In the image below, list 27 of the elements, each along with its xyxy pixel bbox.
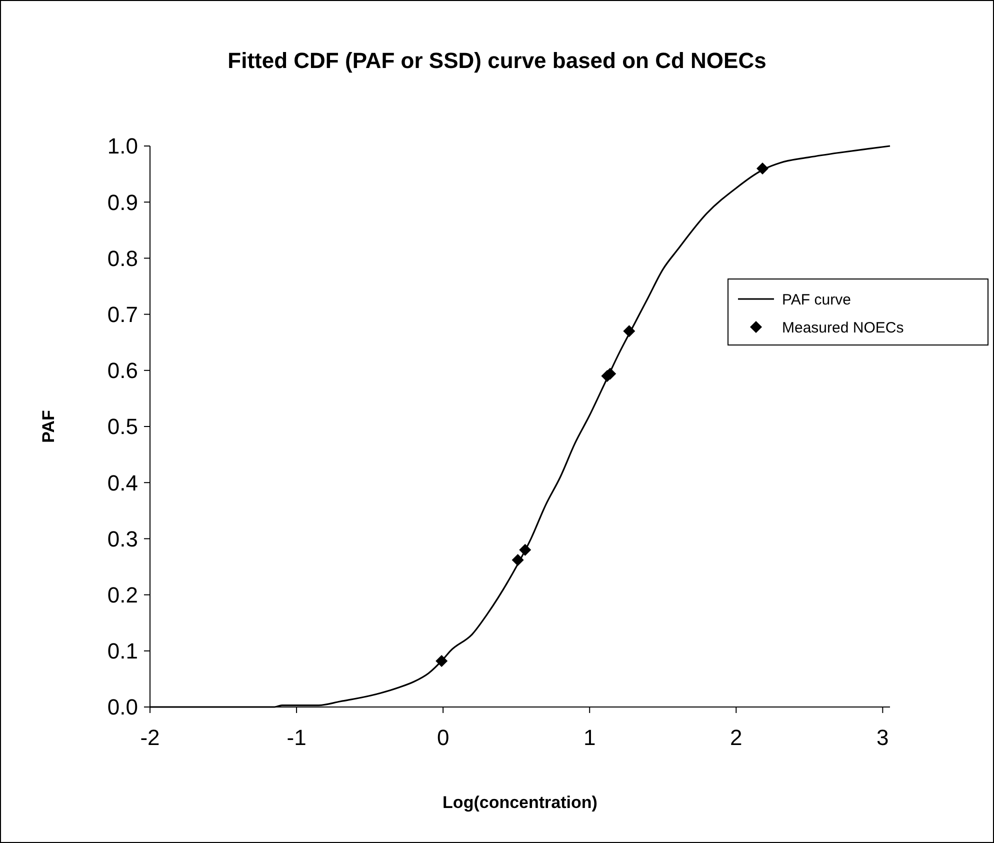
point <box>512 554 524 566</box>
y-tick-label: 0.5 <box>107 414 138 440</box>
x-tick-label: 2 <box>730 725 742 750</box>
point <box>436 655 448 667</box>
y-tick-label: 0.9 <box>107 190 138 215</box>
y-axis-title: PAF <box>39 410 58 443</box>
y-tick-label: 0.2 <box>107 582 138 608</box>
y-tick-label: 0.0 <box>107 694 138 720</box>
y-tick-label: 1.0 <box>107 134 138 159</box>
y-tick-label: 0.6 <box>107 358 138 384</box>
x-tick-label: 3 <box>876 725 889 750</box>
legend-label: PAF curve <box>782 291 851 308</box>
y-tick-label: 0.3 <box>107 526 138 552</box>
x-tick-label: -1 <box>286 725 306 750</box>
x-tick-label: 1 <box>583 725 596 750</box>
x-tick-label: 0 <box>436 725 450 750</box>
y-tick-label: 0.7 <box>107 302 138 327</box>
legend-label: Measured NOECs <box>782 319 904 336</box>
point <box>756 162 769 174</box>
y-tick-label: 0.4 <box>107 470 138 496</box>
y-tick-label: 0.8 <box>107 246 138 271</box>
point <box>519 544 532 556</box>
x-axis-title: Log(concentration) <box>442 793 598 812</box>
x-tick-label: -2 <box>140 725 160 750</box>
y-tick-label: 0.1 <box>107 638 138 664</box>
chart-title: Fitted CDF (PAF or SSD) curve based on Cd NOECs <box>228 48 766 73</box>
point <box>623 325 636 338</box>
